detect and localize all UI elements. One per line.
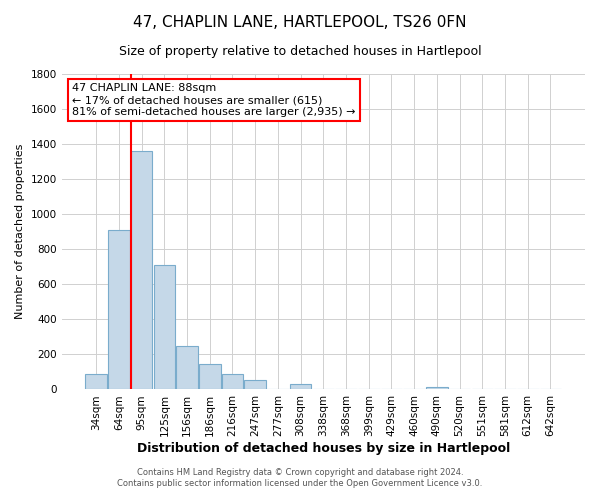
Bar: [131, 151, 152, 390]
Bar: [108, 230, 130, 390]
Bar: [176, 346, 198, 390]
Text: 47, CHAPLIN LANE, HARTLEPOOL, TS26 0FN: 47, CHAPLIN LANE, HARTLEPOOL, TS26 0FN: [133, 15, 467, 30]
Text: Contains HM Land Registry data © Crown copyright and database right 2024.
Contai: Contains HM Land Registry data © Crown c…: [118, 468, 482, 487]
Text: Size of property relative to detached houses in Hartlepool: Size of property relative to detached ho…: [119, 45, 481, 58]
Bar: [199, 364, 221, 390]
Text: 47 CHAPLIN LANE: 88sqm
← 17% of detached houses are smaller (615)
81% of semi-de: 47 CHAPLIN LANE: 88sqm ← 17% of detached…: [72, 84, 356, 116]
Bar: [154, 265, 175, 390]
Y-axis label: Number of detached properties: Number of detached properties: [15, 144, 25, 320]
Bar: [85, 374, 107, 390]
Bar: [290, 384, 311, 390]
Bar: [222, 374, 243, 390]
Bar: [244, 380, 266, 390]
Bar: [426, 387, 448, 390]
X-axis label: Distribution of detached houses by size in Hartlepool: Distribution of detached houses by size …: [137, 442, 510, 455]
